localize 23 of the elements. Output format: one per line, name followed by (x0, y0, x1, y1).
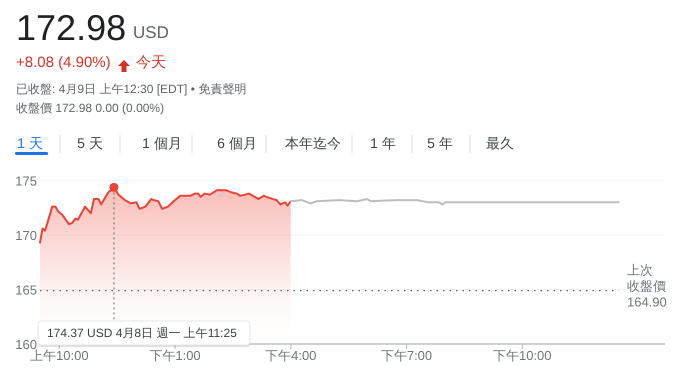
text: 1 年 (370, 135, 396, 151)
chart-title: 172.98 (16, 7, 126, 48)
y-tick-label: 170 (15, 228, 37, 243)
y-tick-label: 165 (15, 282, 37, 298)
x-tick-label: 下午4:00 (265, 348, 316, 363)
x-tick-label: 下午10:00 (492, 348, 552, 363)
text: 6 個月 (217, 135, 257, 151)
text: 最久 (486, 135, 514, 151)
text: 本年迄今 (285, 135, 341, 151)
x-tick-label: 下午7:00 (380, 348, 432, 363)
ref-line-label: 上次收盤價 164.90 (627, 262, 667, 310)
text: 1 天 (17, 135, 43, 151)
text: +8.08 (4.90%) (16, 54, 111, 71)
x-tick-label: 下午1:00 (149, 348, 201, 363)
y-tick-label: 175 (15, 174, 37, 188)
annotation: 174.37 USD 4月8日 週一 上午11:25 (47, 326, 238, 340)
text: 1 個月 (142, 135, 182, 151)
text: 5 天 (77, 135, 103, 151)
text: 今天 (136, 54, 166, 71)
text: USD (133, 23, 169, 42)
text: 5 年 (427, 135, 453, 151)
text: 收盤價 172.98 0.00 (0.00%) (16, 101, 164, 115)
text: 已收盤: 4月9日 上午12:30 [EDT] • 免責聲明 (16, 82, 246, 96)
